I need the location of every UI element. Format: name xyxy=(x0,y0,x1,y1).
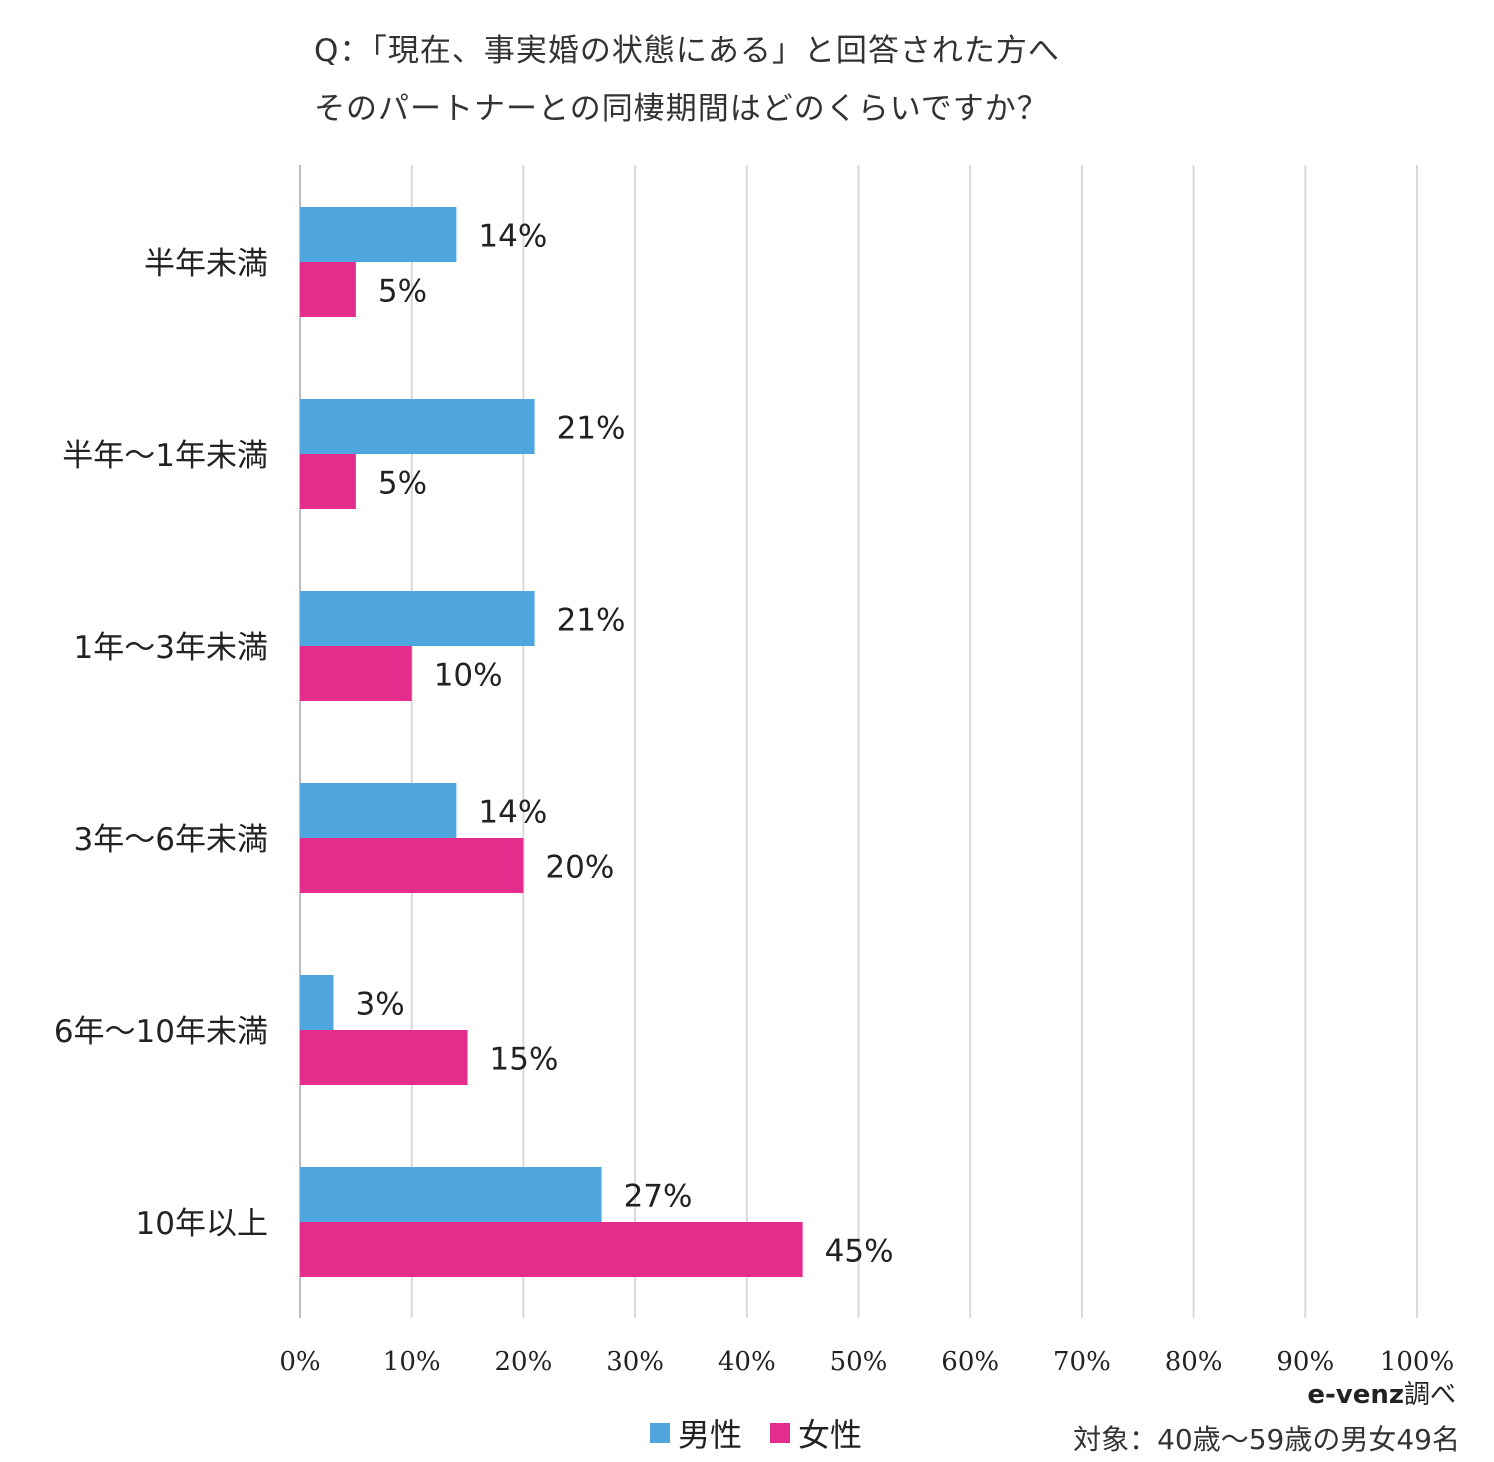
category-label: 6年～10年未満 xyxy=(54,1014,268,1050)
data-label-male: 27% xyxy=(624,1179,693,1215)
bar-female xyxy=(300,262,356,317)
source-credit: e-venz調べ xyxy=(1307,1374,1456,1411)
bar-male xyxy=(300,399,535,454)
x-tick-label: 60% xyxy=(941,1347,999,1377)
bar-male xyxy=(300,207,457,262)
bar-female xyxy=(300,454,356,509)
legend: 男性 女性 xyxy=(650,1410,890,1456)
category-label: 1年～3年未満 xyxy=(74,630,268,666)
legend-swatch-male xyxy=(650,1423,670,1443)
legend-item-male: 男性 xyxy=(650,1410,742,1456)
chart-title: Q：「現在、事実婚の状態にある」と回答された方へ そのパートナーとの同棲期間はど… xyxy=(314,22,1060,138)
data-labels: 14% 5% 21% 5% 21% 10% 14% 20% 3% 15% 27% 45% xyxy=(356,219,894,1270)
bars xyxy=(300,207,803,1277)
category-label: 半年未満 xyxy=(144,246,268,282)
x-tick-label: 40% xyxy=(718,1347,776,1377)
x-tick-label: 10% xyxy=(383,1347,441,1377)
x-tick-label: 20% xyxy=(495,1347,553,1377)
bar-female xyxy=(300,1030,468,1085)
x-tick-label: 70% xyxy=(1053,1347,1111,1377)
x-tick-label: 50% xyxy=(830,1347,888,1377)
bar-male xyxy=(300,975,334,1030)
legend-item-female: 女性 xyxy=(770,1410,862,1456)
title-line-1: Q：「現在、事実婚の状態にある」と回答された方へ xyxy=(314,33,1060,69)
category-label: 半年～1年未満 xyxy=(62,438,268,474)
legend-swatch-female xyxy=(770,1423,791,1443)
x-tick-labels: 0% 10% 20% 30% 40% 50% 60% 70% 80% 90% 100% xyxy=(279,1347,1454,1377)
bar-male xyxy=(300,1167,602,1222)
survey-target: 対象：40歳～59歳の男女49名 xyxy=(1073,1423,1460,1456)
category-label: 3年～6年未満 xyxy=(74,822,268,858)
data-label-male: 3% xyxy=(356,987,405,1023)
data-label-female: 10% xyxy=(434,658,503,694)
data-label-female: 5% xyxy=(378,274,427,310)
data-label-male: 14% xyxy=(478,795,547,831)
data-label-female: 20% xyxy=(545,850,614,886)
title-line-2: そのパートナーとの同棲期間はどのくらいですか？ xyxy=(314,91,1049,127)
data-label-male: 21% xyxy=(557,411,626,447)
data-label-male: 21% xyxy=(557,603,626,639)
data-label-female: 15% xyxy=(490,1042,559,1078)
x-tick-label: 80% xyxy=(1165,1347,1223,1377)
x-tick-label: 0% xyxy=(279,1347,320,1377)
bar-female xyxy=(300,838,524,893)
credit-suffix: 調べ xyxy=(1403,1380,1456,1410)
data-label-female: 45% xyxy=(825,1234,894,1270)
x-tick-label: 100% xyxy=(1380,1347,1454,1377)
bar-male xyxy=(300,591,535,646)
bar-female xyxy=(300,646,412,701)
credit-brand: e-venz xyxy=(1307,1380,1404,1410)
data-label-male: 14% xyxy=(478,219,547,255)
data-label-female: 5% xyxy=(378,466,427,502)
legend-label-female: 女性 xyxy=(798,1416,863,1454)
category-label: 10年以上 xyxy=(136,1206,268,1242)
grid-lines xyxy=(299,165,1418,1318)
x-tick-label: 30% xyxy=(606,1347,664,1377)
x-tick-label: 90% xyxy=(1276,1347,1334,1377)
bar-female xyxy=(300,1222,803,1277)
legend-label-male: 男性 xyxy=(678,1416,743,1454)
bar-male xyxy=(300,783,457,838)
